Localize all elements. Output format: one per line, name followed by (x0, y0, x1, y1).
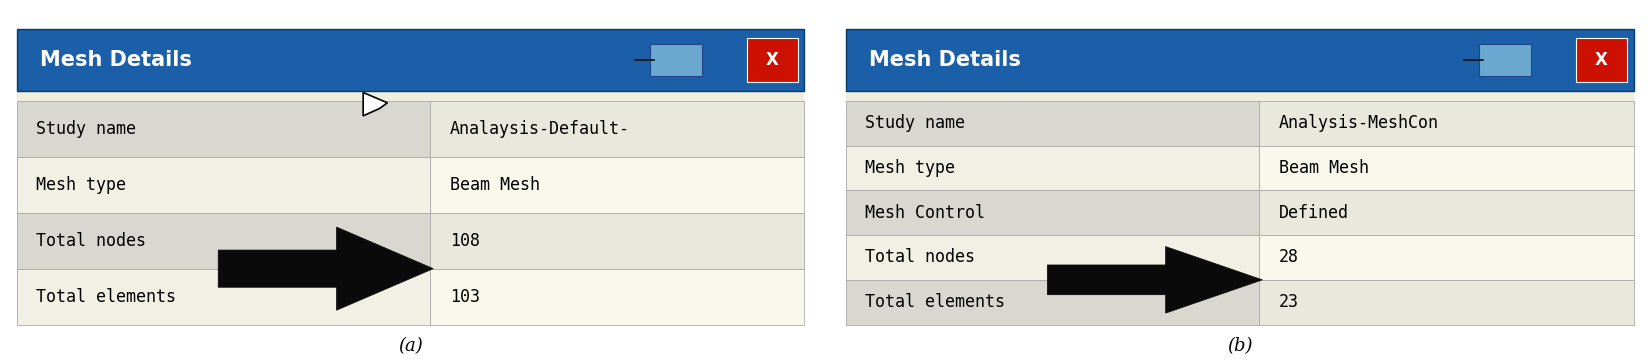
Bar (845, 29, 1634, 91)
FancyBboxPatch shape (650, 44, 701, 76)
Bar (845, 91, 1634, 325)
Text: Mesh type: Mesh type (865, 159, 955, 177)
Text: X: X (766, 51, 779, 69)
Bar (1259, 146, 1634, 190)
Text: Mesh type: Mesh type (36, 176, 125, 194)
Bar (16, 269, 431, 325)
Text: Mesh Details: Mesh Details (40, 50, 191, 70)
Bar (845, 101, 1259, 146)
Text: X: X (1596, 51, 1609, 69)
Text: (a): (a) (398, 337, 422, 355)
Bar (431, 269, 805, 325)
Text: Total elements: Total elements (865, 293, 1005, 311)
Text: Defined: Defined (1279, 204, 1350, 222)
Bar (16, 101, 431, 157)
Bar (845, 190, 1259, 235)
Bar (16, 157, 431, 213)
Bar (1259, 280, 1634, 325)
Text: Total nodes: Total nodes (36, 232, 147, 250)
Text: 108: 108 (450, 232, 480, 250)
Text: 103: 103 (450, 287, 480, 306)
Text: Analysis-MeshCon: Analysis-MeshCon (1279, 114, 1439, 132)
Text: 28: 28 (1279, 248, 1299, 266)
Bar (845, 146, 1259, 190)
Polygon shape (1048, 246, 1262, 313)
Bar (431, 213, 805, 269)
Text: Total elements: Total elements (36, 287, 177, 306)
Bar (845, 280, 1259, 325)
Text: Total nodes: Total nodes (865, 248, 975, 266)
Bar (16, 29, 805, 91)
FancyBboxPatch shape (747, 38, 799, 82)
FancyBboxPatch shape (1480, 44, 1531, 76)
Text: Study name: Study name (865, 114, 965, 132)
Bar (1259, 235, 1634, 280)
Bar (16, 213, 431, 269)
Polygon shape (363, 93, 388, 116)
Polygon shape (218, 227, 434, 310)
Text: 23: 23 (1279, 293, 1299, 311)
Text: Beam Mesh: Beam Mesh (1279, 159, 1370, 177)
Text: Analaysis-Default-: Analaysis-Default- (450, 120, 630, 138)
Text: Study name: Study name (36, 120, 137, 138)
Bar (431, 157, 805, 213)
Text: Beam Mesh: Beam Mesh (450, 176, 540, 194)
Bar (431, 101, 805, 157)
Text: Mesh Details: Mesh Details (870, 50, 1021, 70)
Bar (16, 91, 805, 325)
Text: (b): (b) (1228, 337, 1252, 355)
FancyBboxPatch shape (1576, 38, 1627, 82)
Bar (1259, 190, 1634, 235)
Bar (1259, 101, 1634, 146)
Text: Mesh Control: Mesh Control (865, 204, 985, 222)
Bar (845, 235, 1259, 280)
